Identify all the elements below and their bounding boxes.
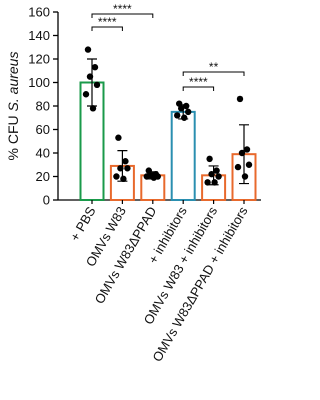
data-point (213, 167, 220, 174)
significance-bracket (91, 26, 123, 31)
data-point (86, 73, 94, 80)
y-tick-label: 80 (36, 99, 50, 114)
data-point (234, 163, 242, 171)
data-point (215, 173, 222, 180)
data-point (84, 46, 92, 53)
significance-bracket (182, 86, 215, 91)
y-tick-label: 40 (36, 146, 50, 161)
data-point (178, 105, 185, 112)
data-point (236, 95, 244, 103)
data-point (150, 174, 157, 181)
data-point (238, 149, 246, 157)
y-tick-label: 0 (43, 193, 50, 208)
data-point (183, 102, 190, 110)
y-label-species: S. aureus (5, 52, 21, 112)
data-point (82, 91, 90, 98)
y-tick-label: 60 (36, 122, 50, 137)
data-point (120, 175, 127, 183)
significance-label: **** (113, 2, 132, 16)
data-point (115, 134, 122, 141)
y-label-main: % CFU (5, 115, 21, 160)
data-point (181, 114, 188, 121)
data-point (245, 161, 253, 168)
data-point (211, 179, 218, 186)
significance-bracket (182, 71, 245, 76)
data-point (243, 146, 251, 153)
data-point (241, 173, 249, 180)
bar (170, 110, 196, 201)
significance-label: **** (189, 75, 208, 89)
data-point (143, 173, 150, 180)
data-point (206, 155, 213, 163)
data-point (124, 165, 131, 172)
data-point (174, 112, 181, 119)
y-tick-label: 20 (36, 169, 50, 184)
significance-bracket (91, 13, 154, 18)
data-point (185, 108, 192, 116)
y-tick-label: 140 (28, 28, 50, 43)
data-point (117, 165, 124, 172)
significance-label: **** (98, 15, 117, 29)
y-tick-label: 120 (28, 52, 50, 67)
data-point (122, 158, 129, 165)
data-point (93, 81, 101, 89)
y-tick-label: 100 (28, 75, 50, 90)
data-point (89, 105, 97, 112)
significance-label: ** (209, 60, 219, 74)
data-point (204, 179, 211, 186)
data-point (208, 170, 215, 178)
y-tick-label: 160 (28, 5, 50, 20)
x-tick-label: + PBS (67, 204, 99, 244)
data-point (113, 173, 120, 180)
y-axis-label: % CFU S. aureus (5, 52, 21, 161)
data-point (91, 64, 99, 71)
chart: % CFU S. aureus 0 20 40 60 80 100 120 140 160 + P… (5, 2, 261, 364)
